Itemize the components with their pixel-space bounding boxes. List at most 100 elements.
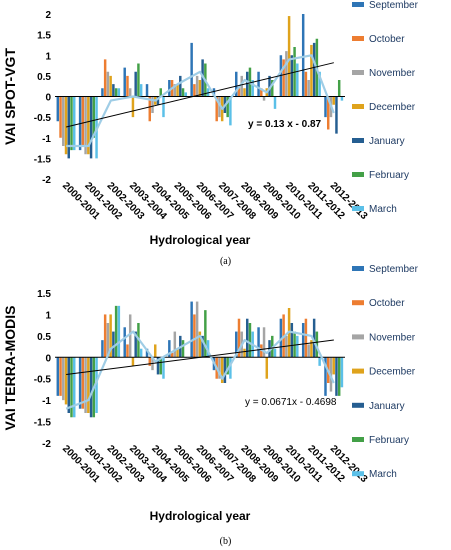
- bar-october: [148, 357, 151, 366]
- bar-september: [235, 71, 238, 97]
- bar-december: [154, 344, 157, 358]
- bar-january: [245, 318, 249, 358]
- bar-september: [301, 14, 305, 97]
- y-tick-label: -1: [42, 134, 51, 145]
- bar-january: [89, 96, 93, 159]
- bar-march: [251, 80, 254, 97]
- legend-swatch: [352, 172, 364, 177]
- bar-january: [223, 357, 227, 383]
- bar-november: [173, 331, 177, 358]
- bar-november: [173, 84, 177, 97]
- legend-label: October: [369, 34, 405, 45]
- trend-line: [66, 62, 334, 128]
- bar-october: [260, 88, 263, 97]
- bar-january: [156, 96, 160, 105]
- bar-december: [220, 357, 224, 383]
- bar-october: [170, 353, 174, 358]
- bar-december: [332, 357, 335, 375]
- bar-january: [67, 357, 70, 413]
- bar-february: [137, 63, 140, 97]
- bar-november: [262, 327, 266, 358]
- bar-december: [87, 357, 90, 413]
- bar-march: [273, 96, 277, 109]
- legend-label: January: [369, 136, 405, 147]
- legend-swatch: [352, 2, 364, 7]
- bar-september: [279, 318, 283, 358]
- bar-february: [204, 310, 207, 358]
- y-tick-label: -0.5: [34, 113, 52, 124]
- trendline-equation: y = 0.13 x - 0.87: [248, 119, 322, 130]
- y-tick-label: 0.5: [37, 72, 51, 83]
- mean-line: [66, 54, 335, 148]
- bar-october: [215, 96, 218, 122]
- bar-november: [329, 357, 333, 392]
- bar-december: [310, 340, 313, 358]
- bar-october: [126, 344, 129, 358]
- bar-october: [103, 314, 107, 358]
- bar-september: [168, 340, 171, 358]
- y-tick-label: -1.5: [34, 418, 52, 429]
- y-tick-label: -0.5: [34, 375, 52, 386]
- bar-september: [301, 323, 305, 358]
- legend-swatch: [352, 402, 364, 408]
- caption-b: (b): [219, 536, 232, 547]
- bar-december: [176, 348, 179, 358]
- trend-line: [66, 339, 334, 376]
- bar-february: [293, 331, 296, 358]
- bar-december: [131, 357, 135, 366]
- bar-november: [218, 96, 221, 118]
- bar-december: [287, 16, 291, 97]
- bar-september: [324, 357, 327, 396]
- bar-december: [87, 96, 90, 155]
- legend-label: March: [369, 469, 397, 480]
- legend-label: October: [369, 298, 405, 309]
- y-tick-label: 1: [45, 51, 51, 62]
- bar-november: [195, 75, 199, 97]
- bar-march: [139, 348, 143, 358]
- bar-september: [324, 96, 327, 118]
- bar-march: [73, 96, 76, 151]
- bar-march: [229, 96, 232, 126]
- bar-november: [128, 88, 132, 97]
- bar-november: [84, 96, 87, 155]
- bar-march: [206, 88, 210, 97]
- bar-december: [64, 357, 68, 405]
- bar-november: [195, 301, 199, 358]
- bar-february: [248, 323, 252, 358]
- bar-february: [337, 80, 341, 97]
- bar-march: [296, 335, 299, 358]
- bar-october: [326, 96, 330, 130]
- bar-october: [103, 59, 107, 97]
- y-tick-label: 0.5: [37, 332, 51, 343]
- bar-september: [101, 88, 104, 97]
- legend-swatch: [352, 138, 364, 143]
- bar-january: [179, 75, 182, 97]
- bar-january: [112, 84, 115, 97]
- bar-december: [310, 44, 313, 97]
- bar-march: [340, 357, 344, 388]
- bar-october: [126, 75, 129, 97]
- bar-january: [201, 335, 204, 358]
- bar-january: [335, 357, 338, 396]
- legend-label: November: [369, 332, 416, 343]
- bar-november: [218, 357, 221, 379]
- y-tick-label: 1.5: [37, 31, 51, 42]
- bar-december: [198, 331, 202, 358]
- bar-november: [128, 314, 132, 358]
- bar-november: [307, 344, 310, 358]
- bar-november: [240, 75, 243, 97]
- bar-november: [84, 357, 87, 413]
- bar-november: [262, 96, 266, 101]
- legend-swatch: [352, 70, 364, 75]
- bar-september: [235, 331, 238, 358]
- bar-february: [70, 357, 73, 418]
- legend-label: January: [369, 401, 405, 412]
- bar-september: [123, 327, 126, 358]
- bar-september: [212, 88, 216, 97]
- bar-september: [190, 42, 193, 97]
- bar-september: [78, 357, 82, 409]
- bar-january: [89, 357, 93, 418]
- legend-label: September: [369, 0, 419, 11]
- bar-december: [131, 96, 135, 118]
